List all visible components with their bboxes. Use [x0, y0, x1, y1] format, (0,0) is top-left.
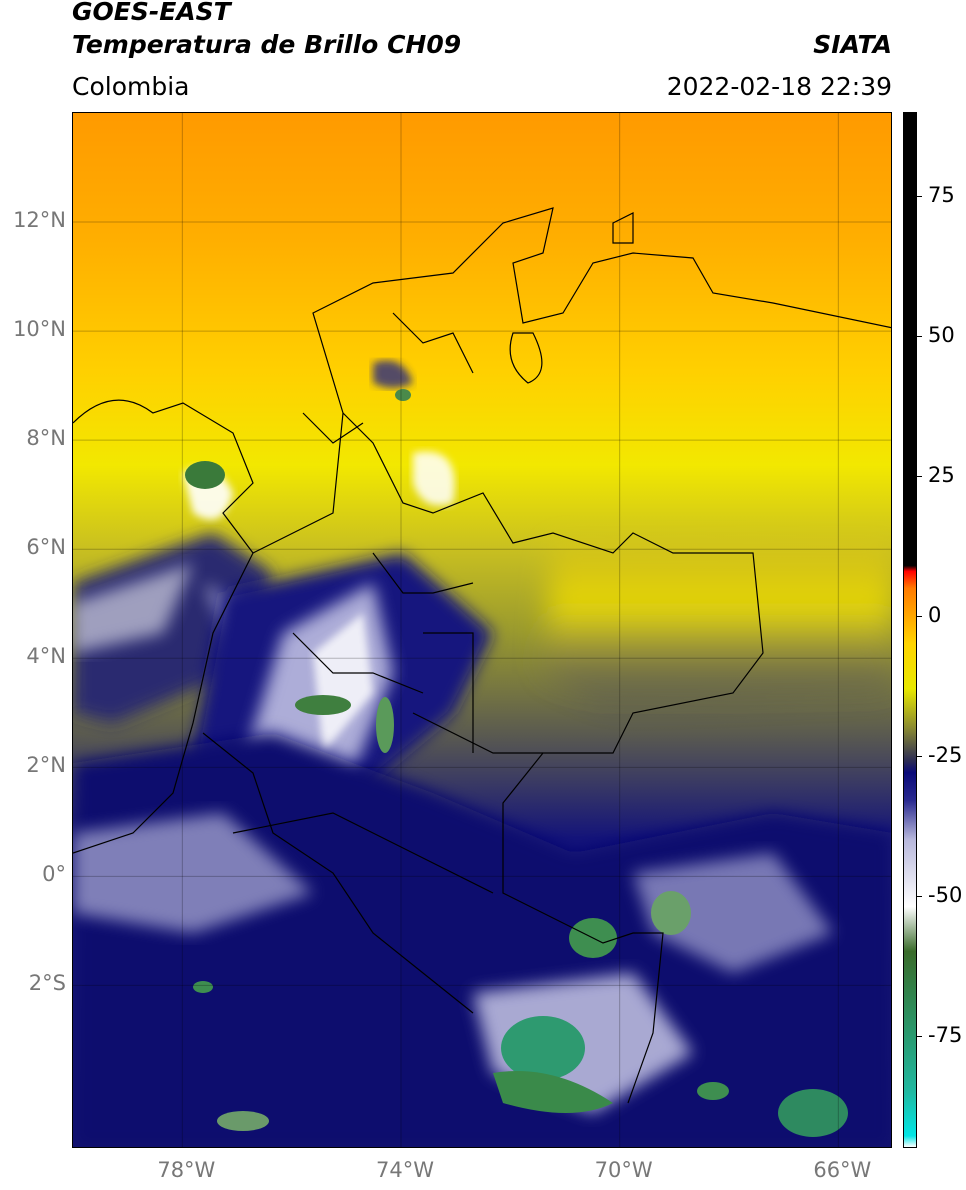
colorbar-tick — [917, 336, 922, 337]
colorbar-label: 75 — [928, 183, 955, 207]
lat-tick-label: 10°N — [13, 317, 66, 342]
colorbar-tick — [917, 616, 922, 617]
lat-tick-label: 4°N — [26, 644, 66, 669]
colorbar-tick — [917, 196, 922, 197]
colorbar-label: -75 — [928, 1023, 963, 1047]
brightness-temperature-map — [73, 113, 891, 1147]
colorbar-label: -25 — [928, 743, 963, 767]
satellite-title: GOES-EAST — [72, 0, 231, 26]
lat-tick-label: 6°N — [26, 535, 66, 560]
colorbar-label: 0 — [928, 603, 942, 627]
datetime-label: 2022-02-18 22:39 — [666, 72, 892, 101]
map-panel — [72, 112, 892, 1148]
product-title: Temperatura de Brillo CH09 — [72, 30, 462, 59]
lat-tick-label: 8°N — [26, 426, 66, 451]
lon-tick-label: 70°W — [594, 1158, 653, 1182]
colorbar-tick — [917, 756, 922, 757]
lon-tick-label: 66°W — [813, 1158, 872, 1182]
lat-tick-label: 0° — [42, 862, 66, 887]
colorbar-label: 25 — [928, 463, 955, 487]
lon-tick-label: 78°W — [157, 1158, 216, 1182]
colorbar-tick — [917, 1036, 922, 1037]
colorbar-label: 50 — [928, 323, 955, 347]
colorbar-label: -50 — [928, 883, 963, 907]
region-label: Colombia — [72, 72, 190, 101]
lat-tick-label: 12°N — [13, 208, 66, 233]
colorbar — [903, 112, 917, 1148]
lat-tick-label: 2°S — [28, 971, 66, 996]
source-label: SIATA — [813, 30, 892, 59]
lon-tick-label: 74°W — [376, 1158, 434, 1182]
map-gridlines — [73, 113, 891, 1147]
lat-tick-label: 2°N — [26, 753, 66, 778]
colorbar-tick — [917, 476, 922, 477]
colorbar-tick — [917, 896, 922, 897]
